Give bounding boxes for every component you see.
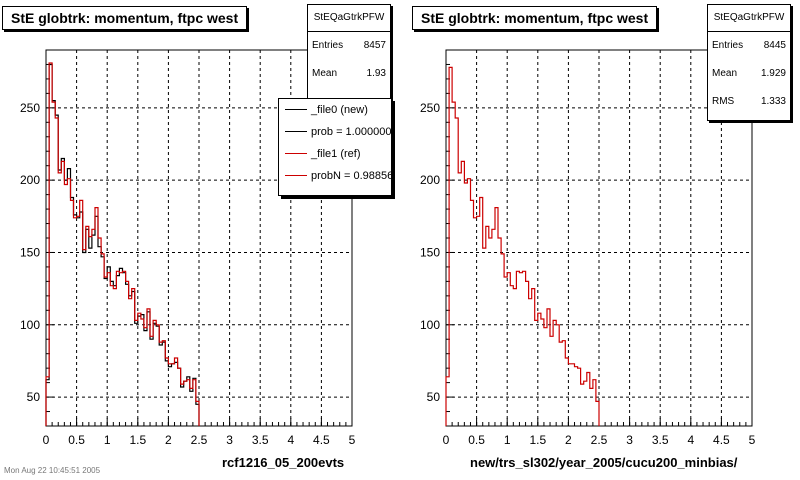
legend-entry-probn: probN = 0.988560 — [279, 165, 391, 187]
x-tick-label: 4.5 — [713, 433, 730, 447]
x-tick-label: 2.5 — [591, 433, 608, 447]
x-tick-label: 5 — [749, 433, 756, 447]
stats-label: RMS — [712, 96, 735, 107]
legend-entry-file1: _file1 (ref) — [279, 143, 391, 165]
histogram-series-line — [45, 62, 200, 426]
x-tick-label: 2 — [165, 433, 172, 447]
x-tick-label: 4 — [687, 433, 694, 447]
stats-label: Entries — [712, 40, 744, 51]
x-tick-label: 1.5 — [529, 433, 546, 447]
legend-label: _file0 (new) — [311, 104, 368, 116]
right-histogram-panel: 0 0.5 1 1.5 2 2.5 3 3.5 4 4.5 5 50 100 150 200 250 — [420, 49, 756, 447]
y-tick-label: 200 — [420, 173, 440, 187]
y-tick-label: 100 — [20, 318, 40, 332]
x-tick-label: 5 — [349, 433, 356, 447]
legend-swatch — [285, 109, 307, 110]
legend-entry-file0: _file0 (new) — [279, 99, 391, 121]
x-tick-label: 0 — [443, 433, 450, 447]
x-tick-label: 1 — [104, 433, 111, 447]
stats-value: 8457 — [363, 40, 386, 51]
x-tick-label: 3.5 — [652, 433, 669, 447]
y-tick-label: 250 — [420, 101, 440, 115]
left-plot-title: StE globtrk: momentum, ftpc west — [2, 6, 248, 30]
y-tick-label: 50 — [27, 390, 41, 404]
x-tick-label: 2.5 — [191, 433, 208, 447]
y-tick-label: 200 — [20, 173, 40, 187]
y-tick-label: 150 — [20, 245, 40, 259]
y-tick-label: 150 — [420, 245, 440, 259]
stats-value: 8445 — [763, 40, 786, 51]
x-tick-label: 1 — [504, 433, 511, 447]
right-stats-box: StEQaGtrkPFW Entries 8445 Mean 1.929 RMS… — [707, 4, 791, 121]
y-tick-label: 50 — [427, 390, 441, 404]
left-stats-name: StEQaGtrkPFW — [308, 5, 390, 32]
x-tick-label: 3 — [226, 433, 233, 447]
left-legend: _file0 (new) prob = 1.000000 _file1 (ref… — [278, 98, 392, 196]
right-stats-row-entries: Entries 8445 — [708, 32, 790, 60]
x-tick-label: 1.5 — [129, 433, 146, 447]
legend-label: _file1 (ref) — [311, 148, 361, 160]
histogram-series-line — [445, 66, 600, 426]
x-tick-label: 2 — [565, 433, 572, 447]
right-x-axis-label: new/trs_sl302/year_2005/cucu200_minbias/ — [470, 455, 738, 470]
x-tick-label: 0.5 — [468, 433, 485, 447]
stats-value: 1.93 — [366, 68, 386, 79]
stats-value: 1.929 — [760, 68, 786, 79]
x-tick-label: 0.5 — [68, 433, 85, 447]
left-stats-row-entries: Entries 8457 — [308, 32, 390, 60]
right-plot-title: StE globtrk: momentum, ftpc west — [412, 6, 658, 30]
legend-label: prob = 1.000000 — [311, 126, 392, 138]
legend-label: probN = 0.988560 — [311, 170, 392, 182]
stats-value: 1.333 — [760, 96, 786, 107]
legend-swatch — [285, 131, 307, 132]
stats-label: Mean — [312, 68, 338, 79]
legend-swatch — [285, 153, 307, 154]
x-tick-label: 4.5 — [313, 433, 330, 447]
x-tick-label: 3.5 — [252, 433, 269, 447]
stats-label: Mean — [712, 68, 738, 79]
y-tick-label: 250 — [20, 101, 40, 115]
legend-entry-prob: prob = 1.000000 — [279, 121, 391, 143]
stats-label: Entries — [312, 40, 344, 51]
left-x-axis-label: rcf1216_05_200evts — [222, 455, 345, 470]
right-stats-row-rms: RMS 1.333 — [708, 88, 790, 116]
footer-timestamp: Mon Aug 22 10:45:51 2005 — [4, 466, 101, 475]
x-tick-label: 0 — [43, 433, 50, 447]
right-stats-name: StEQaGtrkPFW — [708, 5, 790, 32]
right-stats-row-mean: Mean 1.929 — [708, 60, 790, 88]
x-tick-label: 4 — [287, 433, 294, 447]
left-stats-row-mean: Mean 1.93 — [308, 60, 390, 88]
x-tick-label: 3 — [626, 433, 633, 447]
y-tick-label: 100 — [420, 318, 440, 332]
legend-swatch — [285, 175, 307, 176]
